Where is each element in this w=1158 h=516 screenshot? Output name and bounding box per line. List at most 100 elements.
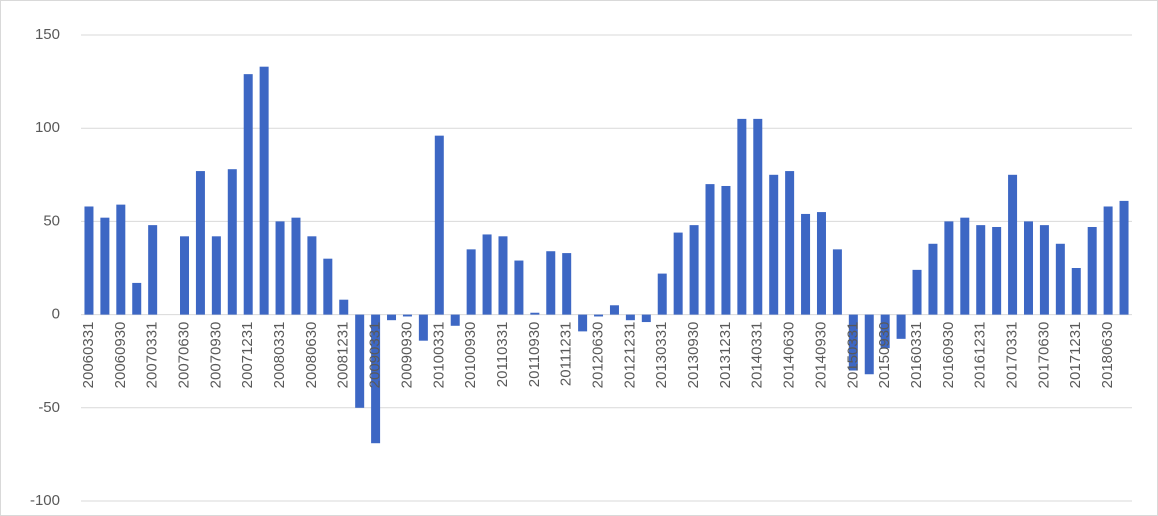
x-tick-label: 20171231: [1067, 322, 1084, 389]
x-tick-label: 20070930: [207, 322, 224, 389]
bar: [371, 314, 381, 444]
x-tick-label: 20150331: [844, 322, 861, 389]
bar: [625, 314, 635, 321]
bar: [928, 243, 938, 315]
bar: [816, 212, 826, 315]
x-tick-label: 20121231: [621, 322, 638, 389]
bar: [307, 236, 317, 315]
bar: [132, 282, 142, 315]
x-tick-label: 20070331: [144, 322, 161, 389]
x-tick-label: 20080331: [271, 322, 288, 389]
x-tick-label: 20090930: [398, 322, 415, 389]
y-tick-label: -100: [30, 492, 60, 509]
x-tick-label: 20170630: [1035, 322, 1052, 389]
bar: [387, 314, 397, 321]
y-tick-label: 0: [52, 306, 60, 323]
bar: [832, 249, 842, 315]
bar: [1071, 268, 1081, 315]
bar: [482, 234, 492, 315]
bar: [148, 225, 158, 315]
x-tick-label: 20090331: [367, 322, 384, 389]
x-tick-label: 20080630: [303, 322, 320, 389]
bar: [609, 305, 619, 315]
bar: [753, 118, 763, 315]
x-tick-label: 20120630: [590, 322, 607, 389]
bar: [594, 314, 604, 317]
bar: [1119, 200, 1129, 315]
bar: [1103, 206, 1113, 315]
bar: [1087, 226, 1097, 315]
bar: [418, 314, 428, 341]
bar: [657, 273, 667, 315]
x-tick-label: 20140630: [781, 322, 798, 389]
y-tick-label: -50: [38, 399, 60, 416]
bar: [1008, 174, 1018, 315]
x-tick-label: 20130331: [653, 322, 670, 389]
x-tick-label: 20110930: [526, 322, 543, 388]
x-tick-label: 20160930: [940, 322, 957, 389]
x-tick-label: 20111231: [558, 322, 575, 387]
bar: [641, 314, 651, 323]
bar: [673, 232, 683, 315]
bar: [960, 217, 970, 315]
x-tick-label: 20130930: [685, 322, 702, 389]
bar: [530, 312, 540, 315]
x-tick-label: 20060331: [80, 322, 97, 389]
bar: [992, 226, 1002, 315]
x-tick-label: 20180630: [1099, 322, 1116, 389]
bar: [259, 66, 269, 315]
bar: [546, 251, 556, 315]
bar: [912, 269, 922, 315]
bar: [848, 314, 858, 371]
bar: [100, 217, 110, 315]
bar: [275, 221, 285, 315]
bar: [339, 299, 349, 315]
bar: [769, 174, 779, 315]
bar: [227, 169, 237, 315]
bar: [466, 249, 476, 315]
x-tick-label: 20131231: [717, 322, 734, 389]
bar: [402, 314, 412, 317]
bar: [84, 206, 94, 315]
bar: [896, 314, 906, 339]
x-tick-label: 20070630: [175, 322, 192, 389]
bar: [801, 213, 811, 315]
x-tick-label: 20081231: [335, 322, 352, 389]
bar: [1039, 225, 1049, 315]
bar: [243, 74, 253, 315]
x-tick-label: 20140930: [812, 322, 829, 389]
bar: [737, 118, 747, 315]
y-tick-label: 150: [35, 26, 60, 43]
bar: [785, 171, 795, 315]
x-tick-label: 20100331: [430, 322, 447, 389]
bar: [180, 236, 190, 315]
bar: [450, 314, 460, 326]
bar: [1023, 221, 1033, 315]
bar: [514, 260, 524, 315]
bar: [323, 258, 333, 315]
bar: [195, 171, 205, 315]
bar: [721, 185, 731, 315]
x-tick-label: 20161231: [972, 322, 989, 389]
bar: [1055, 243, 1065, 315]
x-tick-label: 20150930: [876, 322, 893, 389]
x-tick-label: 20071231: [239, 322, 256, 389]
bar: [705, 184, 715, 315]
bar: [291, 217, 301, 315]
bar: [864, 314, 874, 375]
bar: [116, 204, 126, 315]
x-tick-label: 20060930: [112, 322, 129, 389]
x-tick-label: 20100930: [462, 322, 479, 389]
y-tick-label: 50: [43, 212, 60, 229]
bar: [211, 236, 221, 315]
y-tick-label: 100: [35, 119, 60, 136]
bar: [976, 225, 986, 315]
bar: [880, 314, 890, 349]
bar: [498, 236, 508, 315]
x-tick-label: 20140331: [749, 322, 766, 389]
bar: [355, 314, 365, 408]
x-tick-label: 20170331: [1004, 322, 1021, 389]
bar: [578, 314, 588, 332]
bar: [562, 253, 572, 315]
